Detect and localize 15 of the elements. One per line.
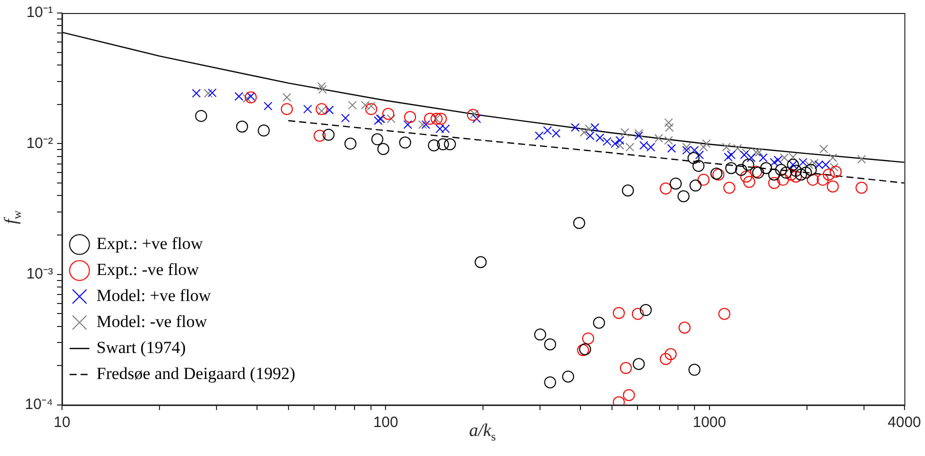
x-tick-label: 10 bbox=[54, 414, 70, 432]
x-axis-title: a/k$_{s}$ bbox=[469, 420, 496, 444]
legend-label: Swart (1974) bbox=[96, 338, 186, 357]
legend-label: Model: +ve flow bbox=[96, 286, 212, 305]
legend-label: Model: -ve flow bbox=[96, 312, 208, 331]
legend-label: Expt.: +ve flow bbox=[96, 234, 204, 253]
y-tick-label: 10⁻³ bbox=[26, 265, 53, 282]
y-tick-label: 10⁻⁴ bbox=[24, 396, 53, 414]
x-tick-label: 1000 bbox=[692, 414, 726, 432]
legend-label: Expt.: -ve flow bbox=[96, 260, 200, 279]
y-tick-label: 10⁻¹ bbox=[26, 4, 53, 22]
legend-label: Fredsøe and Deigaard (1992) bbox=[96, 364, 296, 383]
x-tick-label: 100 bbox=[373, 414, 398, 432]
y-tick-label: 10⁻² bbox=[26, 134, 53, 152]
x-tick-label: 4000 bbox=[888, 414, 922, 432]
